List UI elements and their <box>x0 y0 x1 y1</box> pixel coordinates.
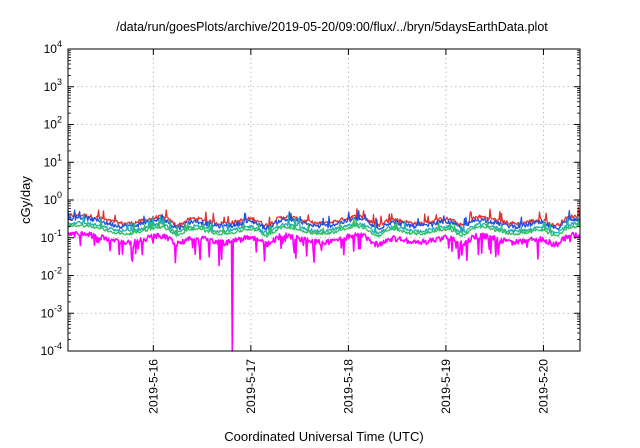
y-tick-label: 103 <box>44 77 62 94</box>
y-tick-label: 10-4 <box>41 341 62 358</box>
x-tick-label: 2019-5-20 <box>536 359 550 414</box>
x-tick-label: 2019-5-16 <box>146 359 160 414</box>
y-tick-label: 10-2 <box>41 266 62 283</box>
y-tick-label: 10-3 <box>41 303 62 320</box>
series-line <box>67 217 581 238</box>
x-axis-label: Coordinated Universal Time (UTC) <box>224 429 423 444</box>
y-tick-label: 101 <box>44 152 62 169</box>
y-tick-label: 10-1 <box>41 228 62 245</box>
grid-lines <box>68 48 580 352</box>
y-tick-label: 100 <box>44 190 62 207</box>
y-tick-label: 102 <box>44 115 62 132</box>
series-line <box>68 230 581 352</box>
x-tick-label: 2019-5-18 <box>341 359 355 414</box>
chart-title: /data/run/goesPlots/archive/2019-05-20/0… <box>116 20 548 34</box>
y-tick-label: 104 <box>44 39 62 56</box>
x-tick-label: 2019-5-19 <box>439 359 453 414</box>
y-axis-ticks: 10-4 10-3 10-2 10-1 100 101 102 103 104 <box>41 39 580 358</box>
y-axis-label: cGy/day <box>18 176 33 224</box>
series-lines <box>67 206 581 352</box>
x-tick-label: 2019-5-17 <box>244 359 258 414</box>
x-axis-ticks: 2019-5-16 2019-5-17 2019-5-18 2019-5-19 2019… <box>146 49 550 414</box>
